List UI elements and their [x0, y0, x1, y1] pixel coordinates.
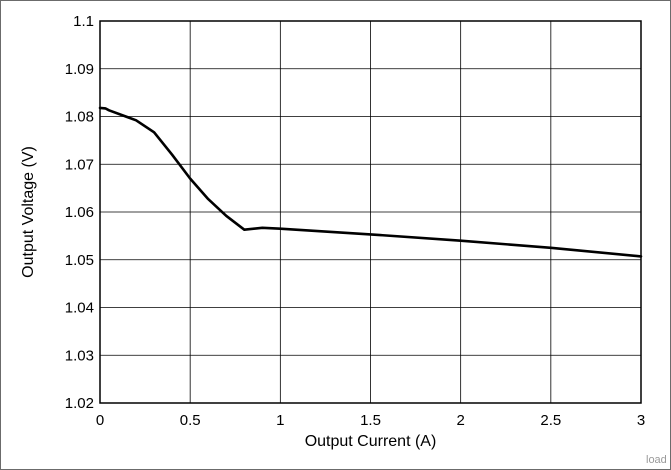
plot-area	[99, 20, 642, 404]
y-tick-label: 1.04	[65, 300, 94, 317]
y-tick-label: 1.1	[73, 13, 94, 30]
x-tick-label: 2	[456, 412, 464, 429]
y-tick-label: 1.07	[65, 156, 94, 173]
y-tick-label: 1.09	[65, 61, 94, 78]
y-tick-label: 1.02	[65, 395, 94, 412]
x-tick-label: 0	[96, 412, 104, 429]
series-lines	[98, 106, 643, 258]
x-axis-ticks: 0 0.5 1 1.5 2 2.5 3	[96, 412, 645, 429]
watermark-text: load	[646, 454, 667, 466]
series-line	[98, 106, 643, 258]
x-tick-label: 1	[276, 412, 284, 429]
y-tick-label: 1.08	[65, 109, 94, 126]
grid-lines	[99, 20, 642, 404]
y-tick-label: 1.03	[65, 347, 94, 364]
y-axis-label: Output Voltage (V)	[20, 146, 37, 278]
x-axis-label: Output Current (A)	[305, 433, 437, 450]
x-tick-label: 1.5	[360, 412, 381, 429]
x-tick-label: 3	[637, 412, 645, 429]
y-tick-label: 1.06	[65, 204, 94, 221]
y-tick-label: 1.05	[65, 252, 94, 269]
x-tick-label: 0.5	[180, 412, 201, 429]
x-tick-label: 2.5	[540, 412, 561, 429]
y-axis-ticks: 1.02 1.03 1.04 1.05 1.06 1.07 1.08 1.09 1.1	[65, 13, 94, 412]
